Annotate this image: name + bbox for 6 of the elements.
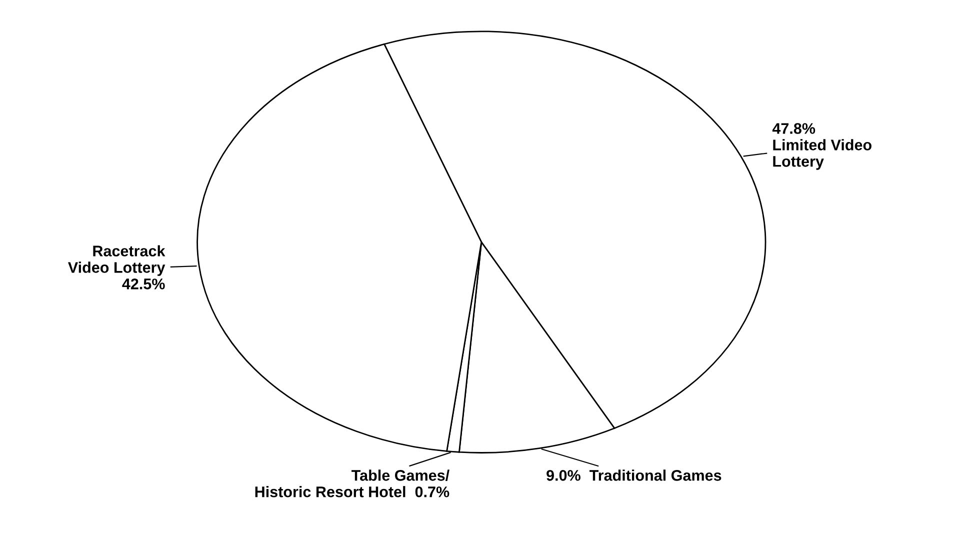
- slice-label: Limited Video Lottery: [773, 139, 872, 170]
- slice-label: Table Games/ Historic Resort Hotel 0.7%: [255, 470, 450, 498]
- data-label: 47.8%: [772, 123, 816, 134]
- slice-label: Racetrack Video Lottery: [68, 245, 166, 276]
- slice-label: 9.0% Traditional Games: [546, 470, 722, 481]
- data-label: 42.5%: [122, 278, 165, 290]
